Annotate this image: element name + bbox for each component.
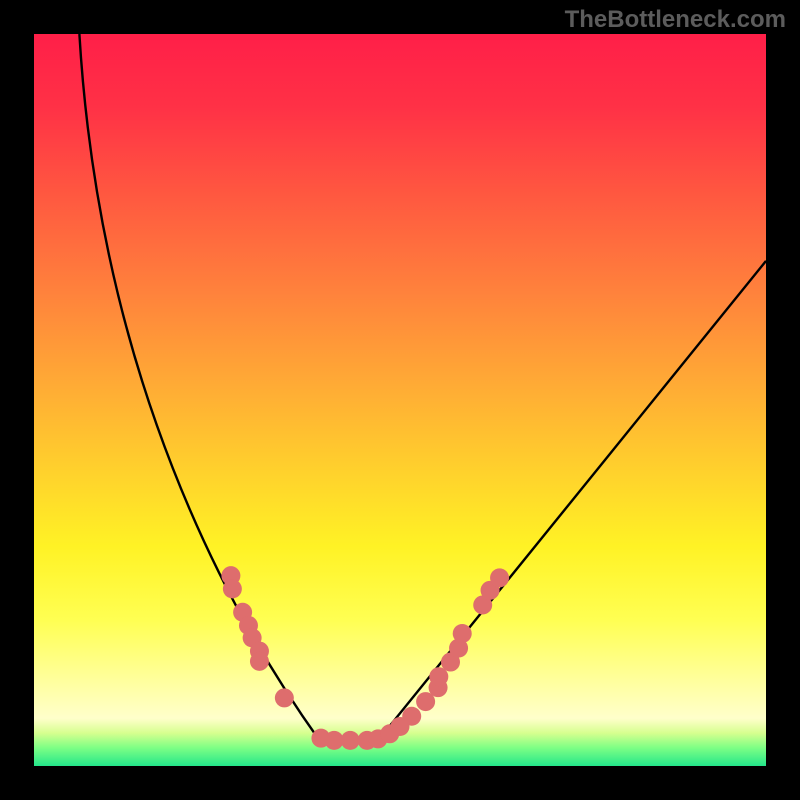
data-marker <box>490 568 509 587</box>
data-marker <box>341 731 360 750</box>
chart-frame: TheBottleneck.com <box>0 0 800 800</box>
data-marker <box>402 707 421 726</box>
data-marker <box>275 688 294 707</box>
gradient-background <box>34 34 766 766</box>
data-marker <box>250 652 269 671</box>
data-marker <box>453 624 472 643</box>
watermark-text: TheBottleneck.com <box>565 6 786 34</box>
plot-area <box>34 34 766 766</box>
data-marker <box>223 579 242 598</box>
